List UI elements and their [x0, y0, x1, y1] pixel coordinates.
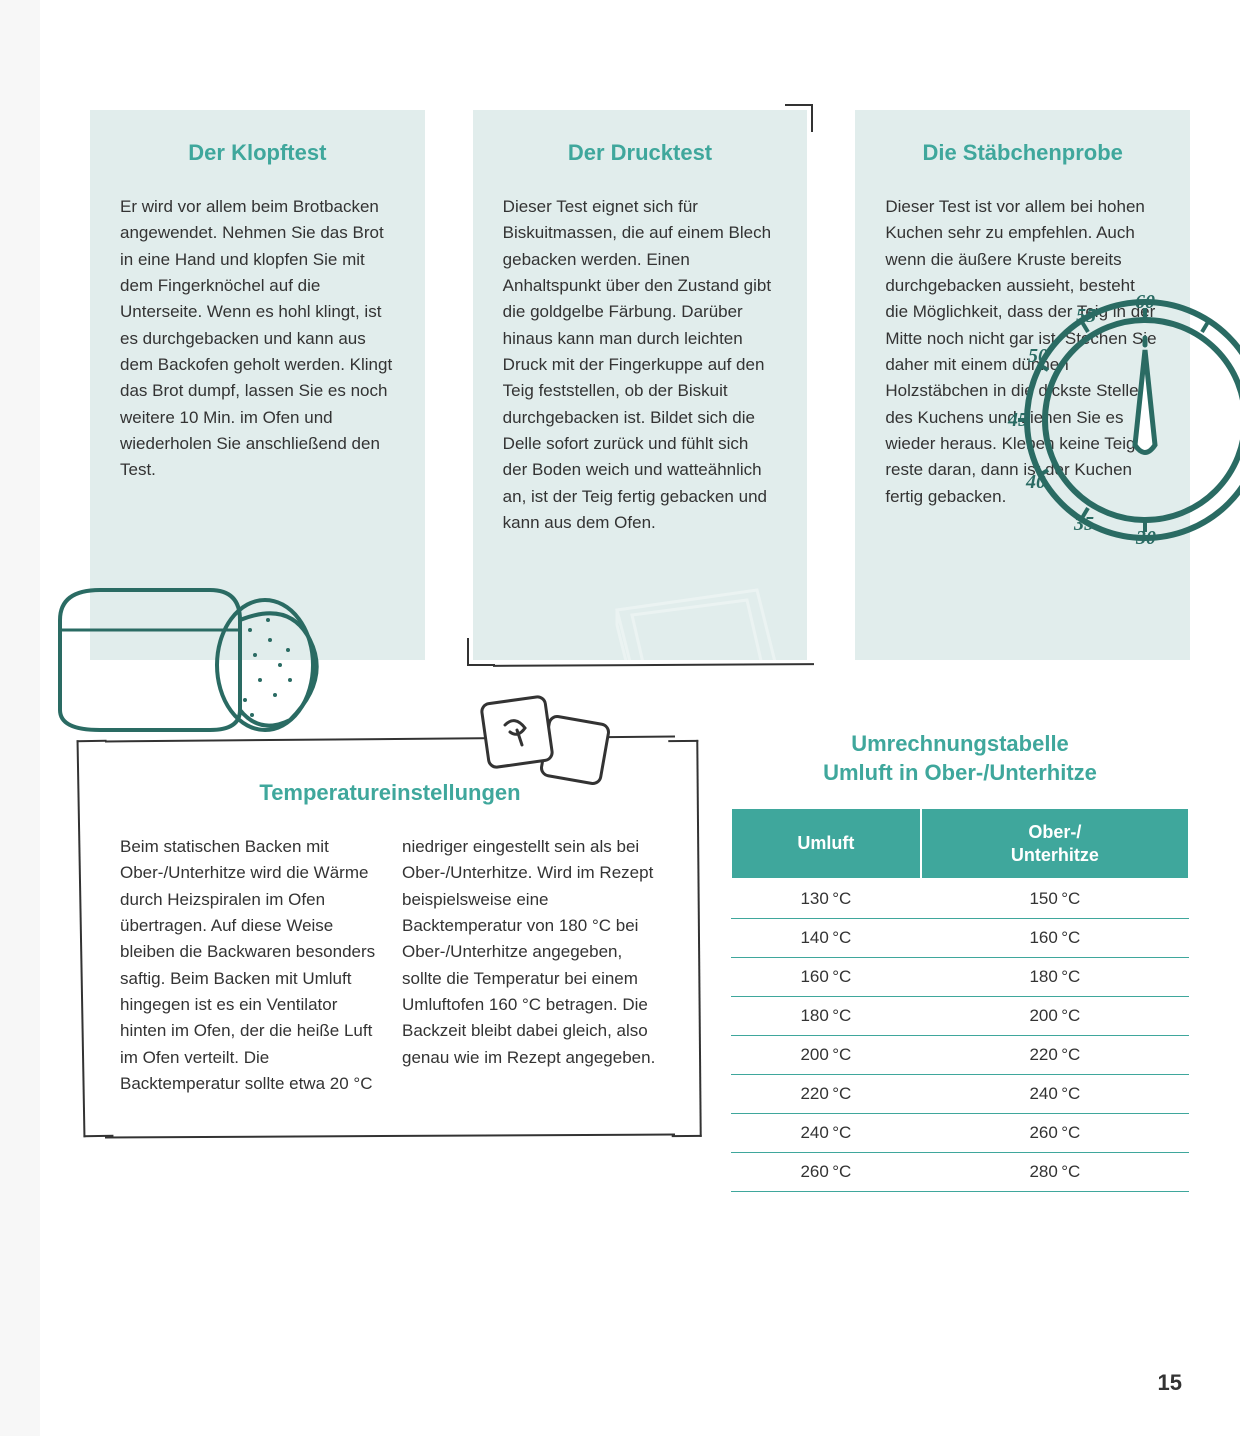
- table-cell: 140 °C: [731, 919, 921, 958]
- card-title: Der Drucktest: [503, 140, 778, 166]
- table-cell: 260 °C: [731, 1153, 921, 1192]
- table-row: 240 °C260 °C: [731, 1114, 1189, 1153]
- card-body: Dieser Test ist vor allem bei hohen Kuch…: [885, 194, 1160, 510]
- table-cell: 180 °C: [731, 997, 921, 1036]
- section-title: Temperatureinstellungen: [120, 780, 660, 806]
- table-cell: 160 °C: [921, 919, 1189, 958]
- table-cell: 200 °C: [731, 1036, 921, 1075]
- conversion-table: Umluft Ober-/Unterhitze 130 °C150 °C140 …: [730, 807, 1190, 1192]
- table-cell: 180 °C: [921, 958, 1189, 997]
- card-body: Er wird vor allem beim Brot­backen angew…: [120, 194, 395, 484]
- lower-section: Temperatureinstellungen Beim statischen …: [90, 730, 1190, 1192]
- card-klopftest: Der Klopftest Er wird vor allem beim Bro…: [90, 110, 425, 660]
- table-cell: 220 °C: [731, 1075, 921, 1114]
- temperature-box: Temperatureinstellungen Beim statischen …: [90, 730, 690, 1127]
- card-body: Dieser Test eignet sich für Biskuitmasse…: [503, 194, 778, 536]
- table-title-line: Umrechnungstabelle: [851, 731, 1069, 756]
- page-number: 15: [1158, 1370, 1182, 1396]
- card-staebchenprobe: Die Stäbchenprobe Dieser Test ist vor al…: [855, 110, 1190, 660]
- table-header: Umluft: [731, 808, 921, 879]
- corner-decoration-icon: [493, 663, 814, 667]
- table-cell: 130 °C: [731, 879, 921, 919]
- table-row: 220 °C240 °C: [731, 1075, 1189, 1114]
- page: Der Klopftest Er wird vor allem beim Bro…: [40, 0, 1240, 1436]
- card-title: Die Stäbchenprobe: [885, 140, 1160, 166]
- table-cell: 280 °C: [921, 1153, 1189, 1192]
- table-row: 260 °C280 °C: [731, 1153, 1189, 1192]
- cards-row: Der Klopftest Er wird vor allem beim Bro…: [90, 110, 1190, 660]
- table-cell: 260 °C: [921, 1114, 1189, 1153]
- table-cell: 240 °C: [921, 1075, 1189, 1114]
- box-border-icon: [105, 1134, 675, 1139]
- table-cell: 240 °C: [731, 1114, 921, 1153]
- table-row: 160 °C180 °C: [731, 958, 1189, 997]
- table-cell: 200 °C: [921, 997, 1189, 1036]
- conversion-table-section: Umrechnungstabelle Umluft in Ober-/Unter…: [730, 730, 1190, 1192]
- table-row: 180 °C200 °C: [731, 997, 1189, 1036]
- table-row: 140 °C160 °C: [731, 919, 1189, 958]
- card-title: Der Klopftest: [120, 140, 395, 166]
- table-cell: 220 °C: [921, 1036, 1189, 1075]
- table-title-line: Umluft in Ober-/Unterhitze: [823, 760, 1097, 785]
- table-cell: 150 °C: [921, 879, 1189, 919]
- table-header: Ober-/Unterhitze: [921, 808, 1189, 879]
- baking-tray-icon: [607, 570, 787, 710]
- section-body: Beim statischen Backen mit Ober-/Unterhi…: [120, 834, 660, 1097]
- card-drucktest: Der Drucktest Dieser Test eignet sich fü…: [473, 110, 808, 660]
- table-row: 130 °C150 °C: [731, 879, 1189, 919]
- table-cell: 160 °C: [731, 958, 921, 997]
- table-title: Umrechnungstabelle Umluft in Ober-/Unter…: [730, 730, 1190, 787]
- corner-decoration-icon: [467, 638, 495, 666]
- table-row: 200 °C220 °C: [731, 1036, 1189, 1075]
